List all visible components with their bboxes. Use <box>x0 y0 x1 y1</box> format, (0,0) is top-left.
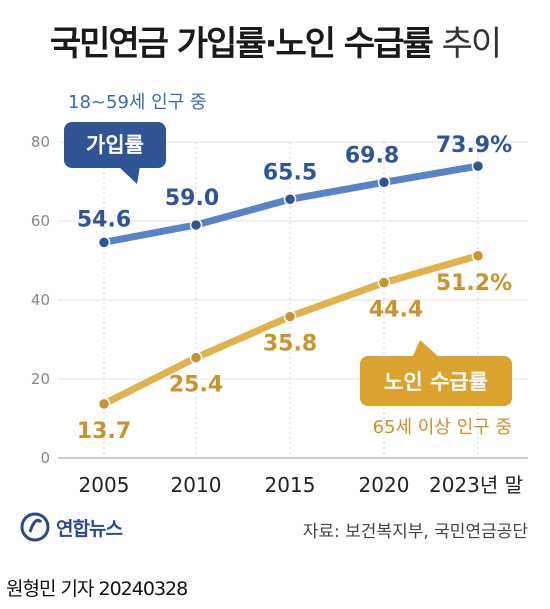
chart-title: 국민연금 가입률·노인 수급률 추이 <box>0 16 550 65</box>
title-light: 추이 <box>441 24 503 64</box>
reporter-line: 원형민 기자 20240328 <box>6 574 189 601</box>
data-label: 35.8 <box>263 332 317 357</box>
y-tick-label: 0 <box>40 449 50 467</box>
data-label: 51.2% <box>436 271 512 296</box>
gold-callout: 노인 수급률 <box>360 340 512 406</box>
reporter-name: 원형민 기자 <box>6 578 94 600</box>
y-tick-label: 40 <box>31 291 50 309</box>
data-point <box>283 193 297 206</box>
data-label: 65.5 <box>263 160 317 185</box>
data-point <box>97 397 111 411</box>
data-label: 44.4 <box>369 298 423 323</box>
y-tick-label: 20 <box>31 370 50 388</box>
blue-callout-label: 가입률 <box>86 133 144 157</box>
x-tick-label: 2005 <box>79 473 130 497</box>
title-bold: 국민연금 가입률·노인 수급률 <box>49 24 434 64</box>
data-point <box>189 218 203 232</box>
publish-date: 20240328 <box>98 578 189 600</box>
data-point <box>471 159 485 173</box>
data-label: 54.6 <box>77 207 131 232</box>
gold-callout-label: 노인 수급률 <box>384 370 488 394</box>
data-label: 59.0 <box>165 186 219 211</box>
blue-series-note: 18~59세 인구 중 <box>68 92 207 113</box>
source-note: 자료: 보건복지부, 국민연금공단 <box>302 522 528 542</box>
x-tick-label: 2010 <box>171 473 222 497</box>
x-tick-label: 2020 <box>359 473 410 497</box>
logo: 연합뉴스 <box>20 512 123 542</box>
data-label: 69.8 <box>345 143 399 168</box>
x-tick-label: 2023년 말 <box>429 473 523 497</box>
data-point <box>377 176 391 189</box>
blue-callout: 가입률 <box>64 122 166 184</box>
data-label: 73.9% <box>436 133 512 158</box>
data-point <box>377 276 391 289</box>
x-tick-label: 2015 <box>265 473 316 497</box>
data-point <box>283 310 297 323</box>
data-label: 25.4 <box>169 373 223 398</box>
logo-text: 연합뉴스 <box>56 517 123 540</box>
yonhap-logo-icon <box>20 512 50 542</box>
y-tick-label: 60 <box>31 212 50 230</box>
y-tick-label: 80 <box>31 133 50 151</box>
data-label: 13.7 <box>77 419 131 444</box>
data-point <box>97 236 111 249</box>
data-point <box>189 351 203 364</box>
gold-series-note: 65세 이상 인구 중 <box>373 417 512 438</box>
data-point <box>471 249 485 263</box>
